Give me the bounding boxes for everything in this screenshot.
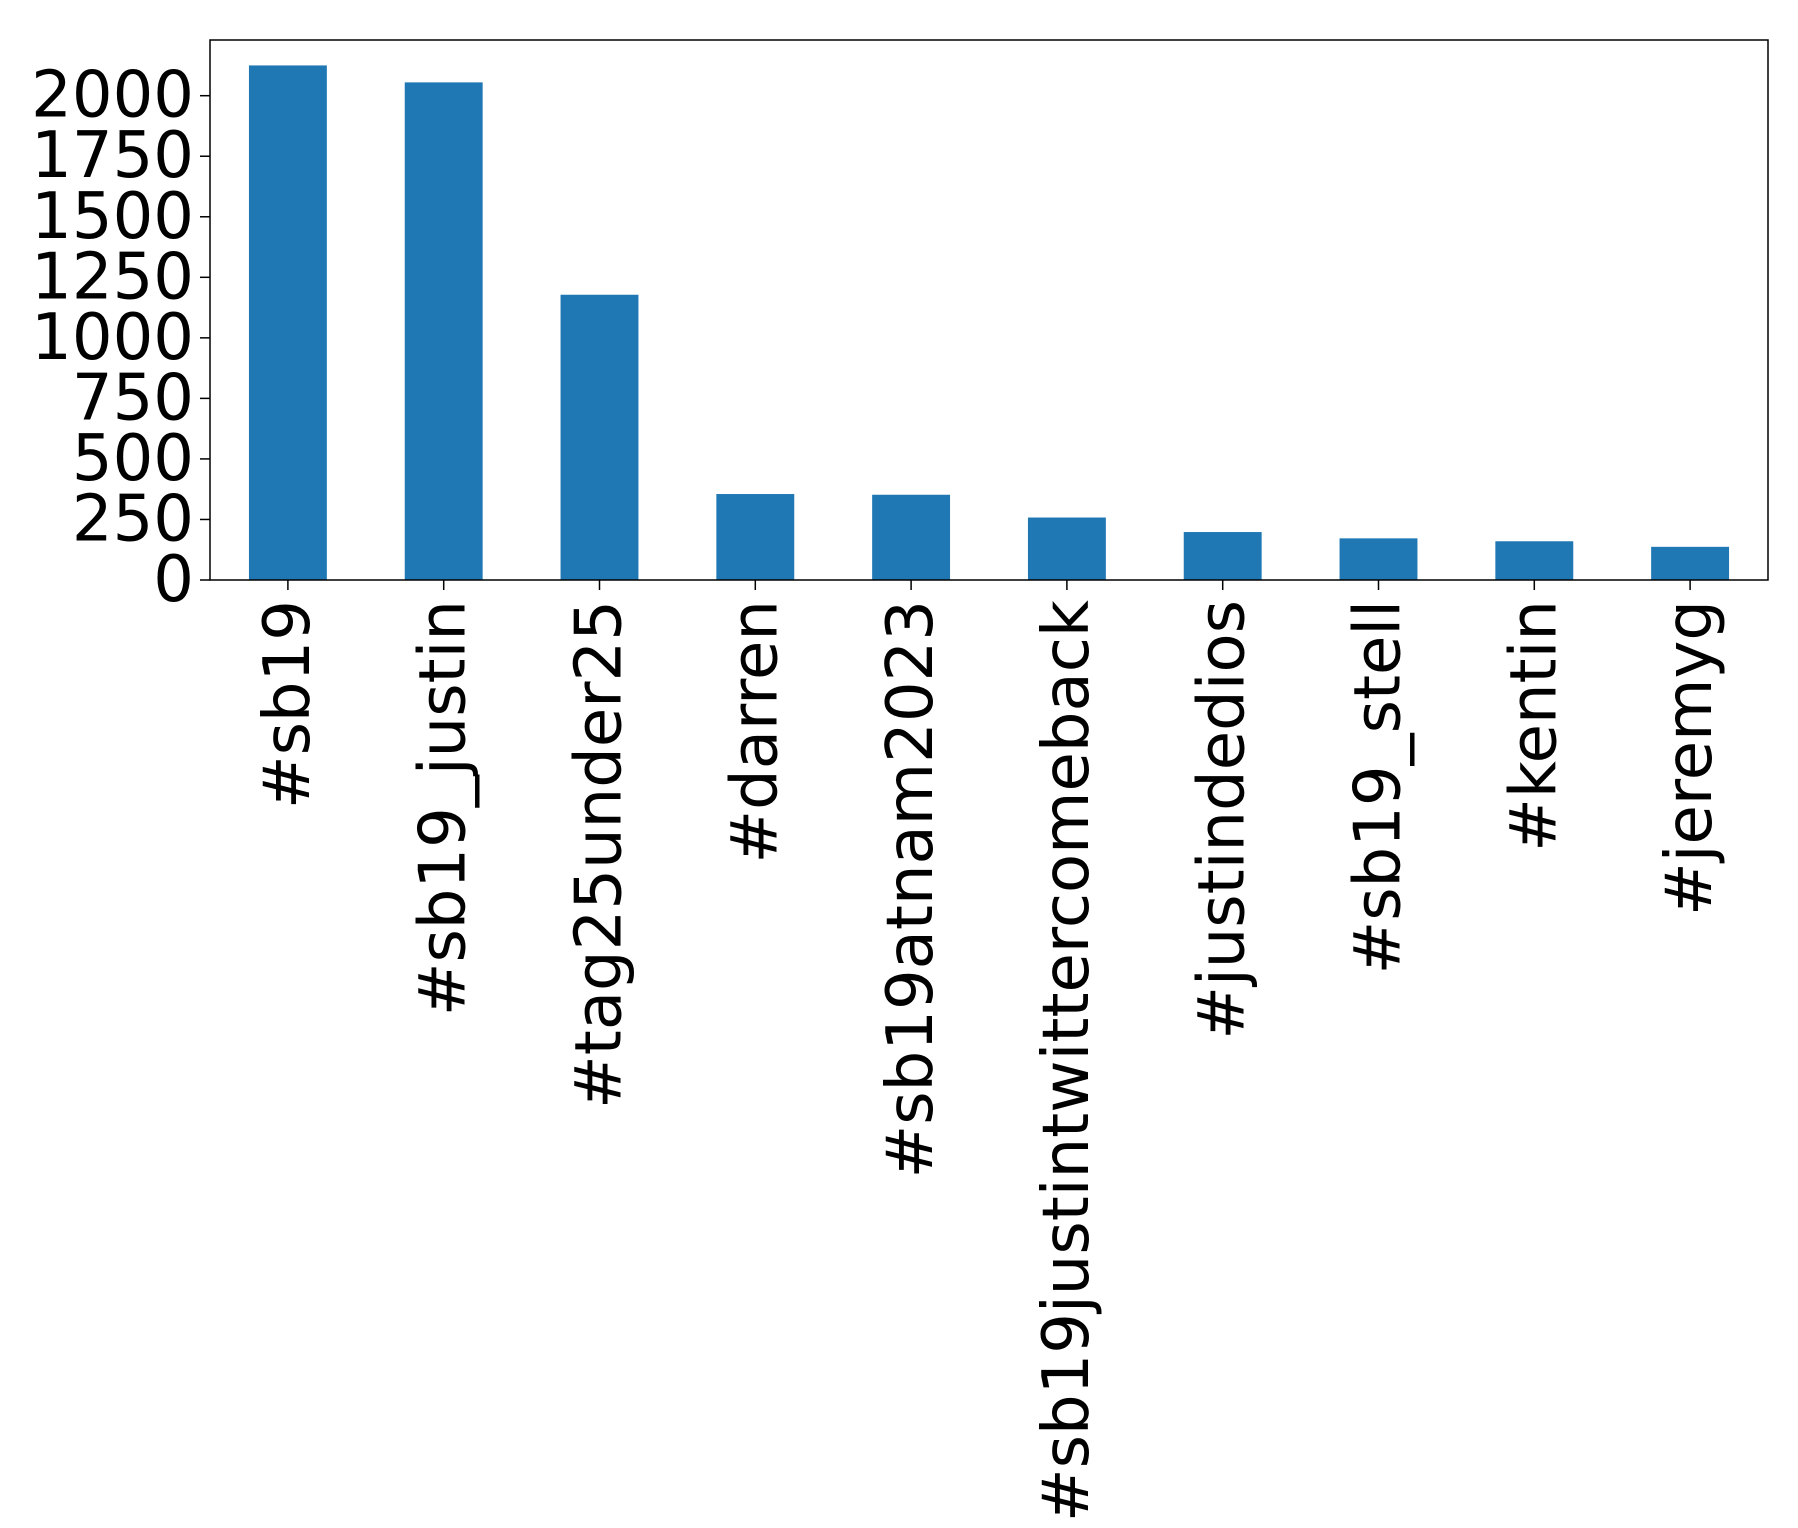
x-tick-label-9: #jeremyg bbox=[1653, 600, 1727, 916]
y-tick-label-2: 500 bbox=[72, 422, 194, 496]
bar-6 bbox=[1183, 532, 1262, 580]
x-tick-label-8: #kentin bbox=[1497, 600, 1571, 852]
y-tick-label-3: 750 bbox=[72, 361, 194, 435]
x-tick-label-6: #justindedios bbox=[1186, 600, 1260, 1040]
x-axis: #sb19 #sb19_justin #tag25under25 #darren #sb… bbox=[251, 580, 1727, 1522]
bar-4 bbox=[872, 494, 951, 580]
bar-7 bbox=[1339, 538, 1418, 580]
y-tick-label-7: 1750 bbox=[31, 119, 194, 193]
y-tick-label-0: 0 bbox=[153, 543, 194, 617]
y-tick-label-1: 250 bbox=[72, 482, 194, 556]
bar-2 bbox=[560, 294, 639, 580]
bar-9 bbox=[1651, 546, 1730, 580]
bar-5 bbox=[1027, 517, 1106, 580]
bar-1 bbox=[404, 82, 483, 580]
y-tick-label-6: 1500 bbox=[31, 180, 194, 254]
x-tick-label-1: #sb19_justin bbox=[407, 600, 481, 1016]
x-tick-label-7: #sb19_stell bbox=[1342, 600, 1416, 974]
x-tick-label-3: #darren bbox=[718, 600, 792, 864]
x-tick-label-2: #tag25under25 bbox=[563, 600, 637, 1109]
bar-3 bbox=[716, 494, 795, 580]
y-tick-label-5: 1250 bbox=[31, 240, 194, 314]
x-tick-label-0: #sb19 bbox=[251, 600, 325, 809]
plot-frame bbox=[209, 39, 1769, 581]
bar-8 bbox=[1495, 541, 1574, 580]
x-tick-label-4: #sb19atnam2023 bbox=[874, 600, 948, 1178]
bar-0 bbox=[248, 65, 327, 580]
bars-group bbox=[248, 65, 1730, 580]
y-tick-label-4: 1000 bbox=[31, 301, 194, 375]
x-tick-label-5: #sb19justintwittercomeback bbox=[1030, 600, 1104, 1522]
y-tick-label-8: 2000 bbox=[31, 59, 194, 133]
